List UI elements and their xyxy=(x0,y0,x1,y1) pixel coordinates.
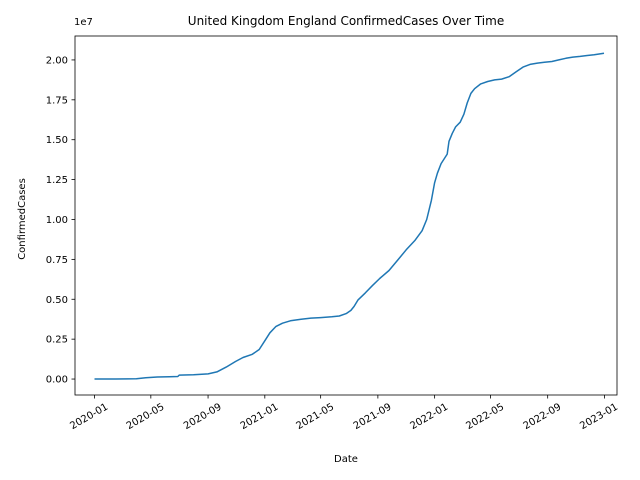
x-axis-title: Date xyxy=(334,454,358,465)
axes-frame xyxy=(74,35,618,396)
y-tick-label: 0.00 xyxy=(46,375,68,386)
y-tick-label: 1.50 xyxy=(46,135,68,146)
y-tick-label: 2.00 xyxy=(46,55,68,66)
chart-title: United Kingdom England ConfirmedCases Ov… xyxy=(188,14,504,28)
y-axis: 0.00 0.25 0.50 0.75 1.00 1.25 1.50 1.75 2.00 xyxy=(46,55,75,386)
plot-area xyxy=(74,35,618,396)
y-tick-label: 0.25 xyxy=(46,335,68,346)
y-axis-title: ConfirmedCases xyxy=(17,178,28,260)
y-tick-label: 0.75 xyxy=(46,255,68,266)
y-tick-label: 1.00 xyxy=(46,215,68,226)
y-tick-label: 0.50 xyxy=(46,295,68,306)
y-tick-label: 1.75 xyxy=(46,95,68,106)
series-line-0 xyxy=(94,52,605,380)
y-offset-label: 1e7 xyxy=(74,17,93,28)
y-tick-label: 1.25 xyxy=(46,175,68,186)
